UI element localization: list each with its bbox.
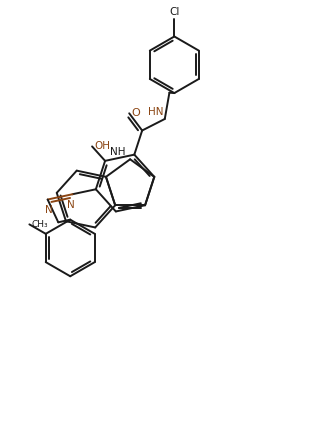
Text: N: N [67, 200, 75, 210]
Text: OH: OH [94, 141, 110, 151]
Text: HN: HN [148, 107, 163, 118]
Text: NH: NH [110, 147, 125, 157]
Text: Cl: Cl [169, 7, 180, 17]
Text: CH₃: CH₃ [31, 220, 48, 229]
Text: O: O [132, 108, 140, 118]
Text: N: N [45, 205, 53, 215]
